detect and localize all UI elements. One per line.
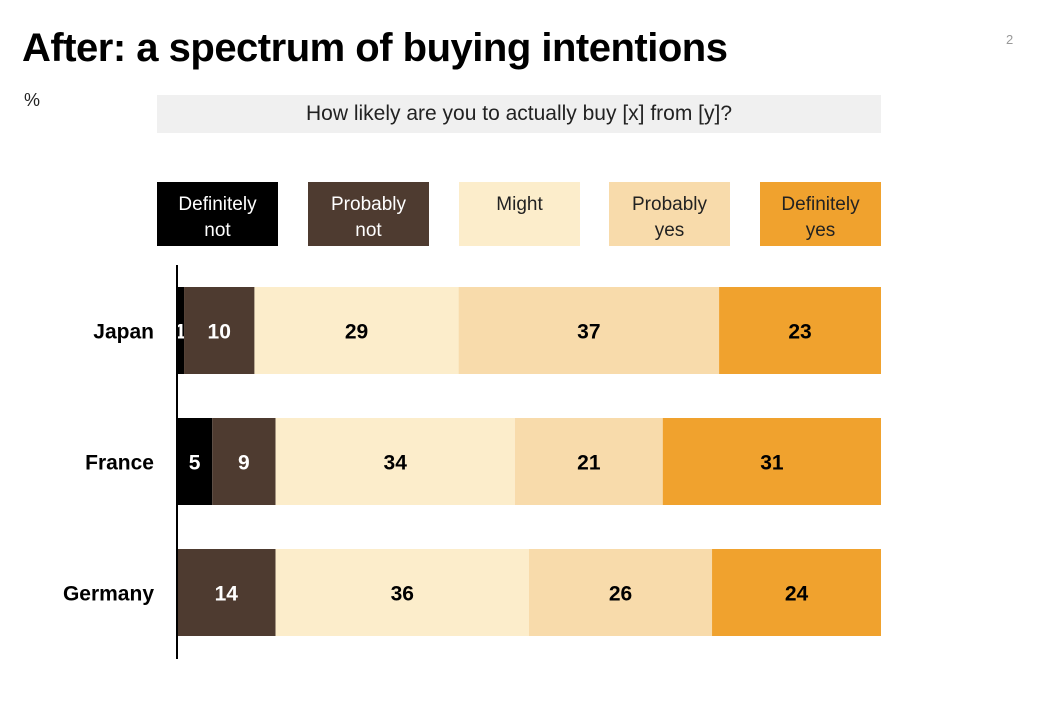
bar-segment — [529, 549, 713, 636]
legend-item-might: Might — [459, 182, 580, 246]
bar-segment — [719, 287, 881, 374]
data-label: 21 — [577, 452, 601, 475]
bar-segment — [212, 418, 276, 505]
legend-label-line1: Definitely — [178, 194, 257, 215]
bar-segment — [662, 418, 881, 505]
legend-label-line1: Probably — [331, 194, 406, 215]
legend-label-line2: yes — [654, 220, 685, 241]
data-label: 31 — [760, 452, 784, 475]
legend-label-line1: Probably — [632, 194, 707, 215]
bar-segment — [254, 287, 459, 374]
bar-segment — [458, 287, 720, 374]
bar-segment — [177, 549, 276, 636]
data-label: 9 — [238, 452, 250, 475]
legend-item-probably-not: Probably not — [308, 182, 429, 246]
data-label: 5 — [189, 452, 201, 475]
legend-item-probably-yes: Probably yes — [609, 182, 730, 246]
data-label: 36 — [391, 583, 414, 606]
bar-segment — [184, 287, 255, 374]
legend-label-line1: Might — [496, 194, 543, 215]
question-banner: How likely are you to actually buy [x] f… — [157, 95, 881, 133]
legend-item-definitely-yes: Definitely yes — [760, 182, 881, 246]
legend-label-line2: not — [355, 220, 382, 241]
data-label: 23 — [788, 321, 811, 344]
bar-segment — [712, 549, 881, 636]
category-label: Germany — [63, 583, 154, 606]
data-label: 37 — [577, 321, 600, 344]
category-label: France — [85, 452, 154, 475]
data-label: 14 — [215, 583, 239, 606]
legend-label-line2: not — [204, 220, 231, 241]
category-label: Japan — [93, 321, 154, 344]
legend-label-line1: Definitely — [781, 194, 860, 215]
bar-segment — [177, 287, 185, 374]
bar-segment — [275, 549, 529, 636]
page-number: 2 — [1006, 32, 1014, 47]
legend-label-line2: yes — [805, 220, 836, 241]
bar-segment — [514, 418, 663, 505]
legend-item-definitely-not: Definitely not — [157, 182, 278, 246]
data-label: 10 — [208, 321, 231, 344]
data-label: 24 — [785, 583, 809, 606]
data-label: 34 — [384, 452, 408, 475]
data-label: 29 — [345, 321, 368, 344]
data-label: 26 — [609, 583, 632, 606]
bar-segment — [177, 418, 213, 505]
slide-title: After: a spectrum of buying intentions — [22, 26, 728, 70]
unit-label: % — [24, 90, 41, 110]
question-text: How likely are you to actually buy [x] f… — [306, 102, 732, 125]
bar-segment — [275, 418, 515, 505]
